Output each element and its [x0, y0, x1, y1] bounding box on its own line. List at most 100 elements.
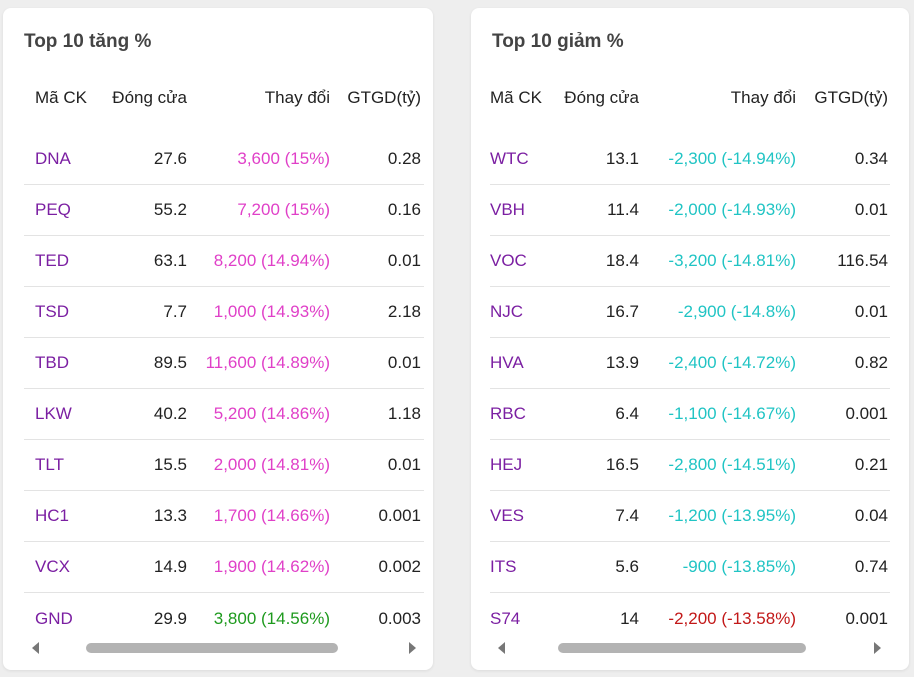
header-symbol: Mã CK: [35, 88, 87, 107]
trading-value: 0.01: [387, 251, 421, 270]
stock-symbol-link[interactable]: HEJ: [490, 455, 523, 474]
table-row[interactable]: LKW 40.2 5,200 (14.86%) 1.18: [24, 389, 424, 440]
table-row[interactable]: PEQ 55.2 7,200 (15%) 0.16: [24, 185, 424, 236]
close-price: 13.9: [605, 353, 639, 372]
table-row[interactable]: GND 29.9 3,800 (14.56%) 0.003: [24, 593, 424, 644]
chevron-right-icon[interactable]: [409, 642, 416, 654]
price-change: -2,900 (-14.8%): [677, 302, 796, 321]
stock-symbol-link[interactable]: VBH: [490, 200, 525, 219]
price-change: 8,200 (14.94%): [213, 251, 330, 270]
price-change: -1,100 (-14.67%): [668, 404, 796, 423]
table-header: Mã CK Đóng cửa Thay đổi GTGD(tỷ): [24, 74, 424, 134]
stock-symbol-link[interactable]: VOC: [490, 251, 527, 270]
stock-symbol-link[interactable]: TSD: [35, 302, 69, 321]
trading-value: 0.16: [387, 200, 421, 219]
table-row[interactable]: S74 14 -2,200 (-13.58%) 0.001: [490, 593, 890, 644]
trading-value: 0.01: [854, 302, 888, 321]
stock-symbol-link[interactable]: HVA: [490, 353, 524, 372]
close-price: 6.4: [615, 404, 639, 423]
header-close: Đóng cửa: [112, 88, 187, 107]
price-change: -3,200 (-14.81%): [668, 251, 796, 270]
trading-value: 0.001: [845, 404, 888, 423]
stock-symbol-link[interactable]: WTC: [490, 149, 529, 168]
top-gainers-card: Top 10 tăng % Mã CK Đóng cửa Thay đổi GT…: [3, 8, 433, 670]
chevron-left-icon[interactable]: [32, 642, 39, 654]
trading-value: 0.01: [387, 455, 421, 474]
table-row[interactable]: HVA 13.9 -2,400 (-14.72%) 0.82: [490, 338, 890, 389]
table-row[interactable]: TED 63.1 8,200 (14.94%) 0.01: [24, 236, 424, 287]
stock-symbol-link[interactable]: ITS: [490, 557, 517, 576]
chevron-right-icon[interactable]: [874, 642, 881, 654]
price-change: -2,400 (-14.72%): [668, 353, 796, 372]
table-row[interactable]: RBC 6.4 -1,100 (-14.67%) 0.001: [490, 389, 890, 440]
close-price: 13.3: [153, 506, 187, 525]
stock-symbol-link[interactable]: DNA: [35, 149, 71, 168]
header-value: GTGD(tỷ): [347, 88, 421, 107]
top-losers-card: Top 10 giảm % Mã CK Đóng cửa Thay đổi GT…: [471, 8, 909, 670]
stock-symbol-link[interactable]: RBC: [490, 404, 526, 423]
table-row[interactable]: VBH 11.4 -2,000 (-14.93%) 0.01: [490, 185, 890, 236]
trading-value: 116.54: [837, 251, 888, 270]
price-change: 3,800 (14.56%): [213, 608, 330, 628]
stock-symbol-link[interactable]: TED: [35, 251, 69, 270]
trading-value: 0.82: [854, 353, 888, 372]
table-row[interactable]: TBD 89.5 11,600 (14.89%) 0.01: [24, 338, 424, 389]
close-price: 40.2: [153, 404, 187, 423]
close-price: 5.6: [615, 557, 639, 576]
scrollbar-thumb[interactable]: [558, 643, 806, 653]
table-row[interactable]: DNA 27.6 3,600 (15%) 0.28: [24, 134, 424, 185]
table-row[interactable]: WTC 13.1 -2,300 (-14.94%) 0.34: [490, 134, 890, 185]
stock-symbol-link[interactable]: NJC: [490, 302, 524, 321]
horizontal-scrollbar[interactable]: [24, 636, 424, 660]
price-change: 7,200 (15%): [237, 200, 330, 219]
close-price: 14.9: [153, 557, 187, 576]
trading-value: 0.21: [854, 455, 888, 474]
header-change: Thay đổi: [730, 88, 796, 107]
table-row[interactable]: VCX 14.9 1,900 (14.62%) 0.002: [24, 542, 424, 593]
close-price: 15.5: [153, 455, 187, 474]
close-price: 14: [620, 608, 639, 628]
stock-symbol-link[interactable]: VCX: [35, 557, 70, 576]
stock-symbol-link[interactable]: TLT: [35, 455, 64, 474]
trading-value: 0.01: [854, 200, 888, 219]
stock-symbol-link[interactable]: VES: [490, 506, 525, 525]
table-row[interactable]: NJC 16.7 -2,900 (-14.8%) 0.01: [490, 287, 890, 338]
table-row[interactable]: TSD 7.7 1,000 (14.93%) 2.18: [24, 287, 424, 338]
stock-symbol-link[interactable]: GND: [35, 608, 73, 628]
close-price: 18.4: [605, 251, 639, 270]
table-row[interactable]: VES 7.4 -1,200 (-13.95%) 0.04: [490, 491, 890, 542]
stock-symbol-link[interactable]: HC1: [35, 506, 70, 525]
close-price: 55.2: [153, 200, 187, 219]
price-change: 1,000 (14.93%): [213, 302, 330, 321]
table-row[interactable]: ITS 5.6 -900 (-13.85%) 0.74: [490, 542, 890, 593]
stock-symbol-link[interactable]: LKW: [35, 404, 72, 423]
table-row[interactable]: TLT 15.5 2,000 (14.81%) 0.01: [24, 440, 424, 491]
trading-value: 0.001: [378, 506, 421, 525]
trading-value: 0.01: [387, 353, 421, 372]
price-change: 2,000 (14.81%): [213, 455, 330, 474]
scrollbar-thumb[interactable]: [86, 643, 338, 653]
stock-symbol-link[interactable]: PEQ: [35, 200, 71, 219]
table-row[interactable]: HC1 13.3 1,700 (14.66%) 0.001: [24, 491, 424, 542]
trading-value: 0.003: [378, 608, 421, 628]
gainers-rows: DNA 27.6 3,600 (15%) 0.28 PEQ 55.2 7,200 (15%)…: [24, 134, 424, 644]
price-change: -900 (-13.85%): [682, 557, 796, 576]
table-row[interactable]: VOC 18.4 -3,200 (-14.81%) 116.54: [490, 236, 890, 287]
close-price: 63.1: [153, 251, 187, 270]
close-price: 16.7: [605, 302, 639, 321]
chevron-left-icon[interactable]: [498, 642, 505, 654]
table-row[interactable]: HEJ 16.5 -2,800 (-14.51%) 0.21: [490, 440, 890, 491]
losers-rows: WTC 13.1 -2,300 (-14.94%) 0.34 VBH 11.4 -2,000…: [490, 134, 890, 644]
trading-value: 2.18: [387, 302, 421, 321]
header-close: Đóng cửa: [564, 88, 639, 107]
trading-value: 0.002: [378, 557, 421, 576]
stock-symbol-link[interactable]: TBD: [35, 353, 69, 372]
stock-symbol-link[interactable]: S74: [490, 608, 521, 628]
card-title: Top 10 giảm %: [492, 31, 624, 52]
close-price: 7.4: [615, 506, 639, 525]
price-change: -1,200 (-13.95%): [668, 506, 796, 525]
trading-value: 0.04: [854, 506, 888, 525]
price-change: -2,000 (-14.93%): [668, 200, 796, 219]
trading-value: 0.28: [387, 149, 421, 168]
horizontal-scrollbar[interactable]: [490, 636, 890, 660]
